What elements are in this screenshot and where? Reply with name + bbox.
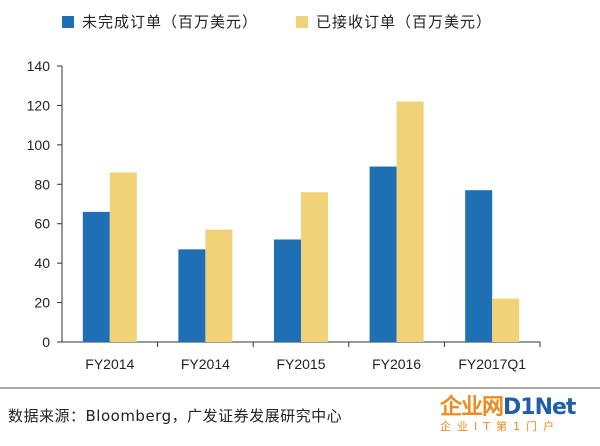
legend-swatch-received [296,15,309,28]
y-tick-label: 20 [34,295,50,311]
x-tick-label: FY2016 [372,356,421,372]
legend: 未完成订单（百万美元） 已接收订单（百万美元） [62,11,492,32]
bar-received [396,101,424,342]
y-tick-label: 0 [42,334,50,350]
bar-backlog [82,211,110,342]
x-tick-label: FY2014 [85,356,134,372]
bar-received [492,298,520,342]
bar-received [301,192,328,342]
bar-backlog [178,249,206,342]
y-tick-label: 40 [34,255,50,271]
watermark-sub: 企业IT第1门户 [440,420,560,433]
y-tick-label: 100 [27,137,51,153]
watermark-main: 企业网D1Net [440,395,576,420]
x-tick-label: FY2015 [276,356,325,372]
y-tick-label: 120 [27,97,51,113]
legend-label-received: 已接收订单（百万美元） [316,13,493,31]
source-note: 数据来源：Bloomberg，广发证券发展研究中心 [8,407,343,425]
bar-backlog [465,190,493,342]
legend-swatch-backlog [62,15,74,28]
legend-label-backlog: 未完成订单（百万美元） [82,13,259,31]
legend-item-backlog: 未完成订单（百万美元） [62,11,258,32]
bar-backlog [274,239,301,342]
y-tick-label: 60 [34,216,50,232]
y-tick-label: 80 [34,176,50,192]
bar-backlog [369,166,397,342]
bar-received [109,172,137,342]
watermark-logo: 企业网D1Net 企业IT第1门户 [440,396,596,444]
legend-item-received: 已接收订单（百万美元） [296,11,492,32]
x-tick-label: FY2017Q1 [458,356,526,372]
y-tick-label: 140 [27,58,51,74]
x-tick-label: FY2014 [181,356,230,372]
bar-received [205,229,233,342]
